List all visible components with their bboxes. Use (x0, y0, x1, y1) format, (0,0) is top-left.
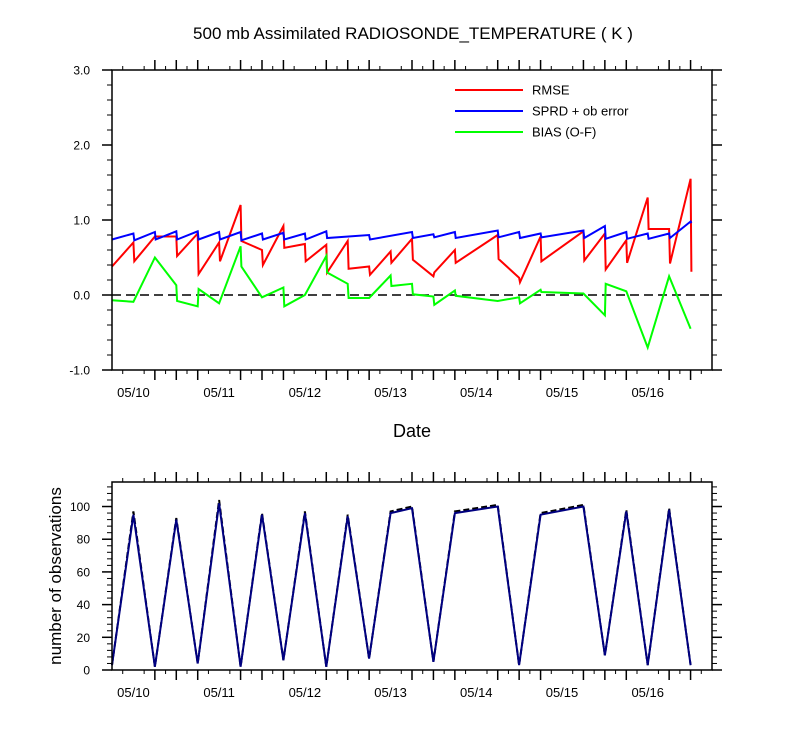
y-tick-label: 0 (83, 664, 90, 678)
top-legend: RMSE SPRD + ob error BIAS (O-F) (455, 83, 629, 140)
y-tick-label: 80 (77, 533, 91, 547)
top-chart-panel: -1.00.01.02.03.0 05/10 05/11 05/12 05/13 05/… (69, 60, 722, 400)
top-plot-frame (111, 69, 713, 371)
bottom-plot-frame (111, 481, 713, 671)
y-tick-label: 20 (77, 631, 91, 645)
x-tick-label: 05/13 (374, 385, 407, 400)
x-tick-label: 05/15 (546, 685, 579, 700)
y-tick-label: 40 (77, 598, 91, 612)
x-tick-label: 05/15 (546, 385, 579, 400)
x-tick-label: 05/10 (117, 685, 150, 700)
x-tick-label: 05/13 (374, 685, 407, 700)
top-x-tick-labels: 05/10 05/11 05/12 05/13 05/14 05/15 05/16 (117, 385, 664, 400)
top-series-layer (111, 178, 693, 351)
series-line-rmse (111, 178, 693, 286)
x-tick-label: 05/14 (460, 385, 493, 400)
x-tick-label: 05/16 (631, 685, 664, 700)
x-tick-label: 05/12 (289, 685, 322, 700)
bottom-y-axis-label: number of observations (46, 487, 65, 665)
series-line-observations-1 (111, 503, 692, 667)
x-tick-label: 05/11 (203, 685, 235, 700)
y-tick-label: 60 (77, 565, 91, 579)
series-line-bias-o-f (111, 245, 692, 351)
x-tick-label: 05/14 (460, 685, 493, 700)
x-tick-label: 05/11 (203, 385, 235, 400)
y-tick-label: 3.0 (73, 64, 90, 78)
series-line-sprd-ob-error (111, 219, 693, 242)
x-tick-label: 05/10 (117, 385, 150, 400)
bottom-y-tick-labels: 0 20 40 60 80 100 (70, 500, 90, 677)
top-x-axis-label: Date (393, 421, 431, 441)
chart-title: 500 mb Assimilated RADIOSONDE_TEMPERATUR… (193, 24, 633, 43)
y-tick-label: 100 (70, 500, 90, 514)
y-tick-label: 0.0 (73, 289, 90, 303)
top-tick-marks (102, 60, 722, 380)
legend-label-bias-o-f: BIAS (O-F) (532, 125, 596, 140)
bottom-series-layer (111, 499, 692, 667)
bottom-x-tick-labels: 05/10 05/11 05/12 05/13 05/14 05/15 05/16 (117, 685, 664, 700)
y-tick-label: -1.0 (69, 364, 90, 378)
x-tick-label: 05/12 (289, 385, 322, 400)
x-tick-label: 05/16 (631, 385, 664, 400)
legend-label-sprd-ob-error: SPRD + ob error (532, 104, 629, 119)
top-y-tick-labels: -1.0 0.0 1.0 2.0 3.0 (69, 64, 90, 378)
legend-label-rmse: RMSE (532, 83, 570, 98)
y-tick-label: 1.0 (73, 214, 90, 228)
y-tick-label: 2.0 (73, 139, 90, 153)
